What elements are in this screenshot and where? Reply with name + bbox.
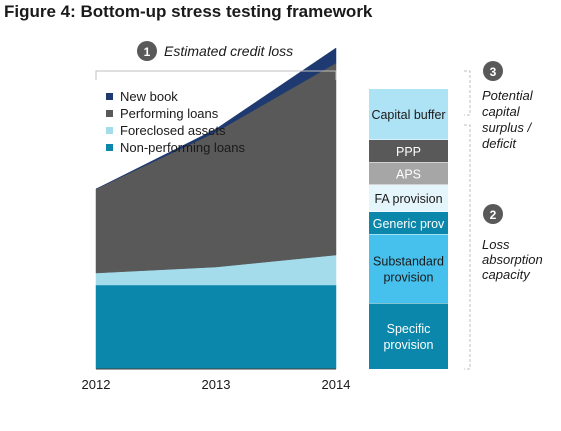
callout-3-badge [483,61,503,81]
bar-segment-ppp [369,139,448,162]
callout-1-number: 1 [144,45,151,59]
callout-2-number: 2 [490,208,497,222]
figure-title: Figure 4: Bottom-up stress testing frame… [4,2,373,21]
bar-label-capital-buffer-1: Capital buffer [371,108,445,122]
callout-2-badge [483,204,503,224]
legend-label-non-performing-loans: Non-performing loans [120,140,246,155]
bar-label-specific-provision-2: provision [383,338,433,352]
bar-label-ppp-1: PPP [396,145,421,159]
area-non-performing-loans [95,284,337,370]
callout-3-text-line-2: capital [482,104,521,119]
legend-label-new-book: New book [120,89,178,104]
callout-3-text-line-3: surplus / [482,120,533,135]
callout-2-text-line-2: absorption [482,252,543,267]
callout-3-text-line-4: deficit [482,136,517,151]
legend-swatch-new-book [106,93,113,100]
x-tick-label-2013: 2013 [202,377,231,392]
legend-swatch-non-performing-loans [106,144,113,151]
bar-label-substandard-provision-2: provision [383,271,433,285]
bar-label-aps-1: APS [396,167,421,181]
capital-bracket [464,70,471,116]
legend-label-performing-loans: Performing loans [120,106,219,121]
bar-segment-substandard-provision [369,234,448,303]
absorption-bracket [464,124,471,370]
credit-loss-bracket [95,70,337,80]
x-tick-label-2014: 2014 [322,377,351,392]
bar-segment-capital-buffer [369,88,448,140]
callout-1-badge [137,41,157,61]
area-new-book [95,47,337,190]
bar-segment-fa-provision [369,184,448,212]
bar-label-substandard-provision-1: Substandard [373,255,444,269]
callout-2-text-line-3: capacity [482,267,531,282]
x-tick-label-2012: 2012 [82,377,111,392]
bar-segment-specific-provision [369,303,448,369]
bar-label-specific-provision-1: Specific [387,322,431,336]
callout-3-text-line-1: Potential [482,88,534,103]
callout-2-text-line-1: Loss [482,237,510,252]
bar-label-generic-prov-1: Generic prov [373,217,445,231]
callout-1-text: Estimated credit loss [164,43,293,59]
bar-segment-aps [369,162,448,185]
legend-swatch-performing-loans [106,110,113,117]
bar-segment-generic-prov [369,211,448,234]
legend-label-foreclosed-assets: Foreclosed assets [120,123,226,138]
bar-label-fa-provision-1: FA provision [374,192,442,206]
legend-swatch-foreclosed-assets [106,127,113,134]
callout-3-number: 3 [490,65,497,79]
